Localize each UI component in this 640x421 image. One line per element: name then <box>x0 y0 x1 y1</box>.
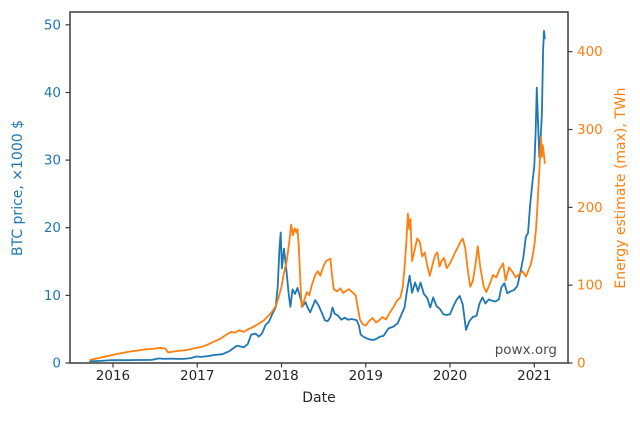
energy-estimate-line <box>89 136 546 361</box>
y-axis-label-right: Energy estimate (max), TWh <box>613 87 629 289</box>
y-tick-label-left: 50 <box>44 17 61 33</box>
x-tick-label: 2020 <box>433 368 467 384</box>
y-tick-label-left: 10 <box>44 288 61 304</box>
y-tick-label-left: 40 <box>44 85 61 101</box>
plot-border <box>69 11 569 364</box>
x-tick-label: 2019 <box>349 368 383 384</box>
x-tick-label: 2018 <box>264 368 298 384</box>
y-tick-label-right: 100 <box>577 278 603 294</box>
x-tick-label: 2021 <box>517 368 551 384</box>
y-tick-label-right: 200 <box>577 200 603 216</box>
btc-price-line <box>89 29 546 363</box>
watermark-text: powx.org <box>494 342 557 358</box>
y-tick-label-right: 300 <box>577 122 603 138</box>
y-tick-label-right: 0 <box>577 356 586 372</box>
y-tick-label-left: 0 <box>52 356 61 372</box>
x-tick-label: 2016 <box>96 368 130 384</box>
y-tick-label-left: 30 <box>44 153 61 169</box>
x-tick-label: 2017 <box>180 368 214 384</box>
y-tick-label-left: 20 <box>44 220 61 236</box>
x-axis-label: Date <box>302 390 336 406</box>
y-axis-label-left: BTC price, ×1000 $ <box>10 119 26 257</box>
y-tick-label-right: 400 <box>577 44 603 60</box>
